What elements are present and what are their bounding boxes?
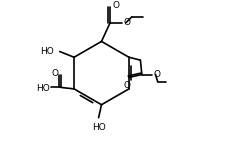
Text: O: O	[51, 69, 58, 78]
Text: HO: HO	[36, 84, 50, 93]
Text: HO: HO	[40, 47, 54, 56]
Text: O: O	[123, 18, 130, 27]
Text: HO: HO	[91, 123, 105, 132]
Text: O: O	[123, 81, 130, 90]
Text: O: O	[112, 1, 119, 10]
Text: O: O	[153, 70, 160, 79]
